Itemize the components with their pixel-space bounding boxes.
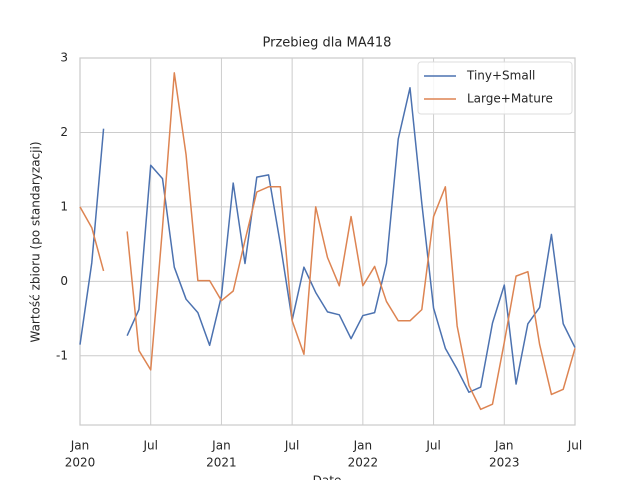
chart-title: Przebieg dla MA418 bbox=[263, 36, 392, 51]
y-tick-label: 2 bbox=[60, 125, 68, 139]
x-tick-label: Jul bbox=[142, 439, 157, 453]
y-axis-label: Wartość zbioru (po standaryzacji) bbox=[29, 141, 43, 342]
x-tick-label: Jul bbox=[425, 439, 440, 453]
x-tick-label: 2021 bbox=[206, 456, 237, 470]
x-tick-label: Jul bbox=[284, 439, 299, 453]
x-tick-label: Jul bbox=[567, 439, 582, 453]
plot-frame bbox=[79, 57, 576, 426]
x-axis-label: Date bbox=[313, 474, 342, 480]
x-tick-label: 2022 bbox=[348, 456, 379, 470]
y-tick-label: 3 bbox=[60, 51, 68, 65]
legend: Tiny+Small Large+Mature bbox=[417, 61, 573, 115]
data-line bbox=[79, 87, 576, 393]
x-tick-label: 2023 bbox=[489, 456, 520, 470]
data-line bbox=[79, 72, 576, 411]
x-tick-label: Jan bbox=[353, 439, 373, 453]
x-tick-label: Jan bbox=[211, 439, 231, 453]
y-tick-label: 0 bbox=[60, 274, 68, 288]
x-tick-label: Jan bbox=[70, 439, 90, 453]
legend-box bbox=[417, 61, 573, 115]
y-tick-label: -1 bbox=[56, 348, 68, 362]
legend-label: Large+Mature bbox=[467, 92, 553, 106]
x-tick-label: 2020 bbox=[65, 456, 96, 470]
x-tick-label: Jan bbox=[494, 439, 514, 453]
y-tick-label: 1 bbox=[60, 199, 68, 213]
legend-label: Tiny+Small bbox=[466, 69, 535, 83]
